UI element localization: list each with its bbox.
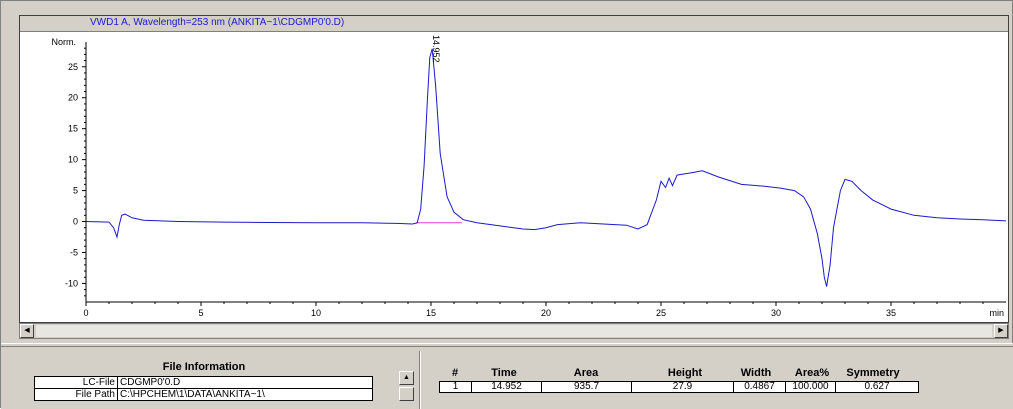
y-tick-label: 10	[68, 155, 78, 165]
column-header-time: Time	[491, 367, 517, 379]
pane-splitter[interactable]	[1, 343, 1013, 347]
table-row: LC-File CDGMP0'0.D	[34, 376, 373, 389]
section-divider	[419, 351, 421, 409]
y-tick-label: 5	[73, 186, 78, 196]
x-axis-label: min	[989, 308, 1004, 318]
y-tick-label: -10	[65, 278, 78, 288]
y-tick-label: 20	[68, 93, 78, 103]
column-header-symmetry: Symmetry	[846, 367, 900, 379]
x-tick-label: 30	[771, 308, 781, 318]
chromatogram-chart[interactable]: -10 -5 0 5 10 15 20 25 0 5 10 15 20 25 30 35 Norm. min 14.…	[20, 32, 1008, 322]
table-row[interactable]: 1 14.952 935.7 27.9 0.4867 100.000 0.627	[439, 381, 919, 393]
vertical-scrollbar[interactable]: ▲	[399, 371, 415, 409]
y-tick-label: 15	[68, 124, 78, 134]
x-tick-label: 20	[541, 308, 551, 318]
file-path-value: C:\HPCHEM\1\DATA\ANKITA~1\	[117, 388, 373, 401]
file-information-title: File Information	[162, 361, 246, 373]
peak-time: 14.952	[472, 382, 542, 392]
x-tick-label: 10	[311, 308, 321, 318]
report-pane: File Information LC-File CDGMP0'0.D File…	[1, 343, 1013, 409]
x-tick-label: 25	[656, 308, 666, 318]
scroll-track[interactable]	[36, 325, 992, 337]
y-tick-label: 25	[68, 62, 78, 72]
x-tick-label: 15	[426, 308, 436, 318]
scroll-left-icon[interactable]: ◀	[20, 324, 34, 338]
peak-retention-label: 14.952	[431, 35, 441, 63]
column-header-height: Height	[667, 367, 703, 379]
column-header-number: #	[451, 367, 459, 379]
column-header-width: Width	[740, 367, 772, 379]
scroll-up-icon[interactable]: ▲	[399, 371, 414, 385]
scroll-right-icon[interactable]: ▶	[994, 324, 1008, 338]
horizontal-scrollbar[interactable]: ◀ ▶	[19, 323, 1009, 339]
table-row: File Path C:\HPCHEM\1\DATA\ANKITA~1\	[34, 388, 373, 401]
file-path-label: File Path	[34, 388, 118, 401]
peak-symmetry: 0.627	[864, 381, 890, 392]
column-header-area-percent: Area%	[794, 367, 830, 379]
peak-height: 27.9	[632, 382, 734, 392]
y-tick-label: -5	[70, 247, 78, 257]
lc-file-value: CDGMP0'0.D	[117, 376, 373, 389]
x-tick-label: 35	[886, 308, 896, 318]
x-tick-label: 5	[198, 308, 203, 318]
y-tick-label: 0	[73, 217, 78, 227]
peak-area: 935.7	[542, 382, 632, 392]
chromatogram-panel: VWD1 A, Wavelength=253 nm (ANKITA~1\CDGM…	[19, 15, 1009, 323]
scroll-thumb[interactable]	[399, 387, 414, 401]
column-header-area: Area	[573, 367, 599, 379]
y-axis-label: Norm.	[52, 37, 77, 47]
lc-file-label: LC-File	[34, 376, 118, 389]
peak-width: 0.4867	[734, 382, 786, 392]
peak-area-percent: 100.000	[786, 382, 836, 392]
file-information-table: LC-File CDGMP0'0.D File Path C:\HPCHEM\1…	[34, 376, 373, 401]
x-tick-label: 0	[83, 308, 88, 318]
chromatogram-trace	[85, 48, 1007, 287]
chart-title: VWD1 A, Wavelength=253 nm (ANKITA~1\CDGM…	[90, 17, 345, 28]
peak-number: 1	[440, 382, 472, 392]
chart-header: VWD1 A, Wavelength=253 nm (ANKITA~1\CDGM…	[20, 16, 1008, 32]
